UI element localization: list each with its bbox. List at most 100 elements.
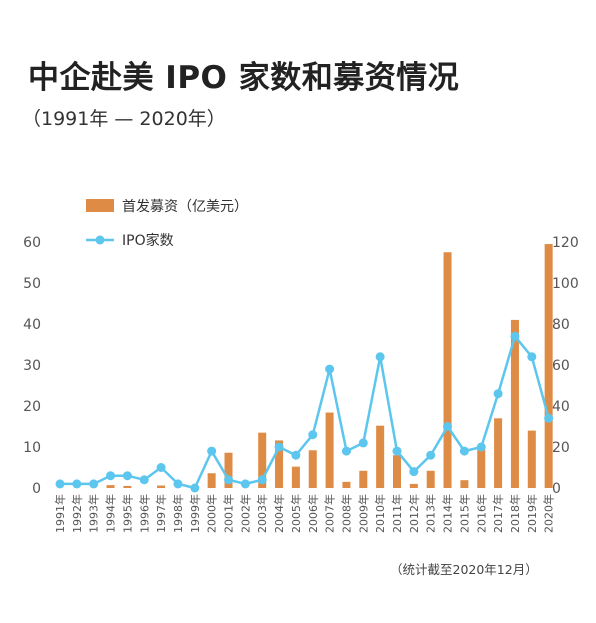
line-point bbox=[443, 422, 453, 431]
chart-subtitle: （1991年 — 2020年） bbox=[22, 108, 226, 130]
chart-title: 中企赴美 IPO 家数和募资情况 bbox=[28, 60, 460, 96]
line-point bbox=[55, 479, 65, 489]
x-tick-label: 1999年 bbox=[188, 494, 202, 533]
line-point bbox=[527, 352, 537, 362]
x-axis: 1991年 1992年 1993年 1994年 1995年 1996年 1997年 1998年… bbox=[53, 494, 556, 533]
line-point bbox=[392, 446, 402, 456]
right-tick-label: 120 bbox=[552, 235, 579, 251]
x-tick-label: 2017年 bbox=[491, 494, 505, 533]
x-tick-label: 1994年 bbox=[104, 494, 118, 533]
bar bbox=[359, 470, 368, 488]
line-point bbox=[72, 479, 82, 489]
line-point bbox=[375, 352, 385, 362]
right-tick-label: 60 bbox=[552, 358, 570, 374]
left-tick-label: 0 bbox=[32, 481, 41, 497]
bar bbox=[123, 485, 132, 488]
line-point bbox=[476, 442, 486, 452]
left-tick-label: 10 bbox=[23, 440, 41, 456]
bar bbox=[494, 418, 503, 488]
x-tick-label: 2010年 bbox=[373, 494, 387, 533]
x-tick-label: 2005年 bbox=[289, 494, 303, 533]
line-point bbox=[106, 471, 116, 481]
bar bbox=[544, 244, 553, 488]
legend-bar-label: 首发募资（亿美元） bbox=[122, 199, 248, 215]
x-tick-label: 2012年 bbox=[407, 494, 421, 533]
right-tick-label: 0 bbox=[552, 481, 561, 497]
line-point bbox=[325, 364, 335, 374]
x-tick-label: 2018年 bbox=[508, 494, 522, 533]
bar bbox=[460, 480, 469, 488]
line-point bbox=[207, 446, 217, 456]
bar bbox=[342, 481, 351, 488]
x-tick-label: 2009年 bbox=[356, 494, 370, 533]
line-point bbox=[156, 463, 166, 472]
line-series bbox=[55, 331, 554, 493]
left-tick-label: 30 bbox=[23, 358, 41, 374]
x-tick-label: 1998年 bbox=[171, 494, 185, 533]
x-tick-label: 1993年 bbox=[87, 494, 101, 533]
bar bbox=[527, 430, 536, 488]
bar bbox=[393, 455, 401, 488]
bar bbox=[106, 485, 115, 488]
x-tick-label: 2002年 bbox=[238, 494, 252, 533]
x-tick-label: 1992年 bbox=[70, 494, 84, 533]
line-point bbox=[493, 389, 503, 399]
line-point bbox=[240, 479, 250, 489]
x-tick-label: 2004年 bbox=[272, 494, 286, 533]
line-point bbox=[426, 450, 436, 460]
line-point bbox=[89, 479, 99, 489]
x-tick-label: 2020年 bbox=[542, 494, 556, 533]
x-tick-label: 1995年 bbox=[120, 494, 134, 533]
x-tick-label: 1997年 bbox=[154, 494, 168, 533]
left-tick-label: 50 bbox=[23, 276, 41, 292]
footnote: （统计截至2020年12月） bbox=[390, 562, 538, 577]
bar bbox=[443, 252, 452, 488]
left-tick-label: 40 bbox=[23, 317, 41, 333]
x-tick-label: 1991年 bbox=[53, 494, 67, 533]
line-point bbox=[257, 475, 267, 485]
bar bbox=[325, 412, 334, 488]
right-tick-label: 20 bbox=[552, 440, 570, 456]
x-tick-label: 2008年 bbox=[339, 494, 353, 533]
bar bbox=[224, 452, 233, 488]
right-axis: 0 20 40 60 80 100 120 bbox=[552, 235, 579, 497]
bar bbox=[376, 425, 385, 488]
legend-line-label: IPO家数 bbox=[122, 232, 174, 249]
bar bbox=[409, 483, 418, 488]
legend-bar-swatch bbox=[86, 199, 114, 212]
x-tick-label: 2001年 bbox=[222, 494, 236, 533]
line-point bbox=[308, 430, 318, 440]
right-tick-label: 40 bbox=[552, 399, 570, 415]
x-tick-label: 2006年 bbox=[306, 494, 320, 533]
left-tick-label: 20 bbox=[23, 399, 41, 415]
x-tick-label: 2007年 bbox=[323, 494, 337, 533]
x-tick-label: 2003年 bbox=[255, 494, 269, 533]
legend-line-marker bbox=[95, 235, 105, 245]
line-point bbox=[409, 467, 419, 477]
x-tick-label: 1996年 bbox=[137, 494, 151, 533]
x-tick-label: 2014年 bbox=[441, 494, 455, 533]
bar bbox=[258, 432, 267, 488]
bar bbox=[308, 450, 317, 488]
left-axis: 0 10 20 30 40 50 60 bbox=[23, 235, 41, 497]
line-point bbox=[291, 450, 301, 460]
bar bbox=[157, 485, 166, 488]
bar bbox=[207, 473, 216, 488]
x-tick-label: 2019年 bbox=[525, 494, 539, 533]
line-point bbox=[139, 475, 149, 485]
x-tick-label: 2013年 bbox=[424, 494, 438, 533]
right-tick-label: 80 bbox=[552, 317, 570, 333]
line-point bbox=[459, 446, 469, 456]
line-point bbox=[341, 446, 351, 456]
legend: 首发募资（亿美元） IPO家数 bbox=[86, 199, 248, 249]
right-tick-label: 100 bbox=[552, 276, 579, 292]
bar bbox=[477, 445, 486, 488]
line-point bbox=[224, 475, 233, 485]
bar-series bbox=[106, 244, 553, 488]
left-tick-label: 60 bbox=[23, 235, 41, 251]
line-point bbox=[173, 479, 183, 489]
x-tick-label: 2016年 bbox=[474, 494, 488, 533]
line-point bbox=[122, 471, 132, 481]
x-tick-label: 2000年 bbox=[205, 494, 219, 533]
